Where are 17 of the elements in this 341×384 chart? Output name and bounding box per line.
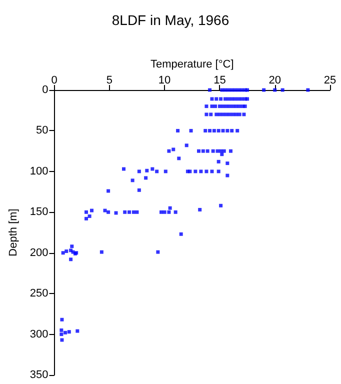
y-tick-label: 350 (30, 369, 48, 381)
x-tick-label: 20 (268, 74, 281, 86)
x-tick-label: 25 (324, 74, 336, 86)
y-tick-label: 150 (30, 206, 48, 218)
y-tick-label: 300 (30, 328, 48, 340)
x-tick-label: 5 (106, 74, 112, 86)
y-axis-title: Depth [m] (8, 208, 20, 256)
x-tick-label: 15 (214, 74, 226, 86)
y-tick-label: 0 (42, 84, 48, 96)
y-tick-label: 100 (30, 165, 48, 178)
y-tick-label: 50 (36, 124, 48, 137)
x-tick-label: 10 (158, 74, 171, 86)
y-tick-label: 250 (30, 288, 48, 300)
x-axis-title: Temperature [°C] (150, 58, 234, 71)
x-tick-label: 0 (51, 74, 58, 86)
chart-title: 8LDF in May, 1966 (112, 12, 230, 28)
y-tick-label: 200 (30, 246, 48, 259)
